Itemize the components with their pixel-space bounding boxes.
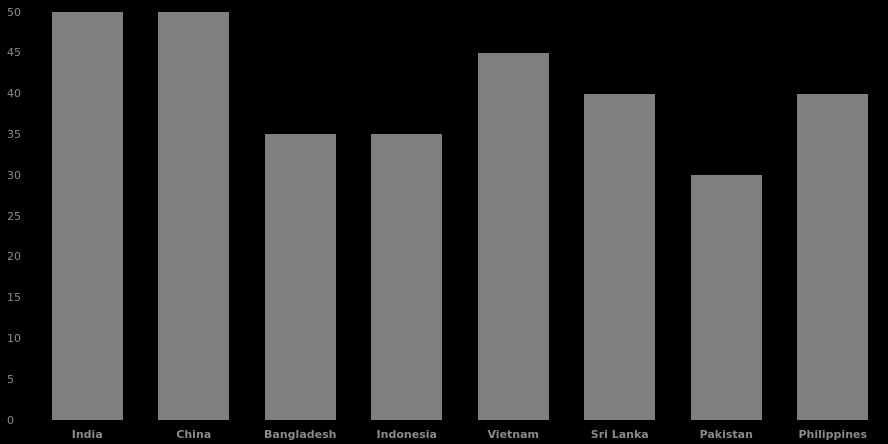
bar-pakistan xyxy=(690,175,762,420)
y-tick-label: 35 xyxy=(7,127,21,141)
bar-china xyxy=(158,12,230,420)
x-tick-label: Bangladesh xyxy=(264,428,337,441)
bar-indonesia xyxy=(371,134,443,420)
x-tick-label: Sri Lanka xyxy=(590,428,649,441)
x-tick-label: Indonesia xyxy=(376,428,437,441)
x-axis: India China Bangladesh Indonesia Vietnam Sri … xyxy=(34,428,886,441)
y-tick-label: 0 xyxy=(7,413,14,427)
y-tick-label: 5 xyxy=(7,372,14,386)
bar-philippines xyxy=(797,93,869,420)
x-tick-label: Philippines xyxy=(798,428,868,441)
bar-column xyxy=(247,12,354,420)
bar-sri-lanka xyxy=(584,93,656,420)
bar-column xyxy=(34,12,141,420)
bar-column xyxy=(460,12,567,420)
y-tick-label: 10 xyxy=(7,331,21,345)
y-tick-label: 15 xyxy=(7,291,21,305)
x-tick-label: India xyxy=(71,428,103,441)
y-tick-label: 40 xyxy=(7,87,21,101)
bar-column xyxy=(673,12,780,420)
y-tick-label: 30 xyxy=(7,168,21,182)
x-tick-label: China xyxy=(176,428,212,441)
x-tick-label: Pakistan xyxy=(699,428,753,441)
y-tick-label: 25 xyxy=(7,209,21,223)
bar-column xyxy=(780,12,887,420)
y-tick-label: 45 xyxy=(7,46,21,60)
y-tick-label: 20 xyxy=(7,250,21,264)
bar-column xyxy=(567,12,674,420)
x-tick-label: Vietnam xyxy=(487,428,540,441)
plot-area xyxy=(34,12,886,420)
bar-column xyxy=(141,12,248,420)
bar-bangladesh xyxy=(264,134,336,420)
bar-vietnam xyxy=(477,52,549,420)
bar-india xyxy=(51,12,123,420)
y-tick-label: 50 xyxy=(7,5,21,19)
bar-column xyxy=(354,12,461,420)
